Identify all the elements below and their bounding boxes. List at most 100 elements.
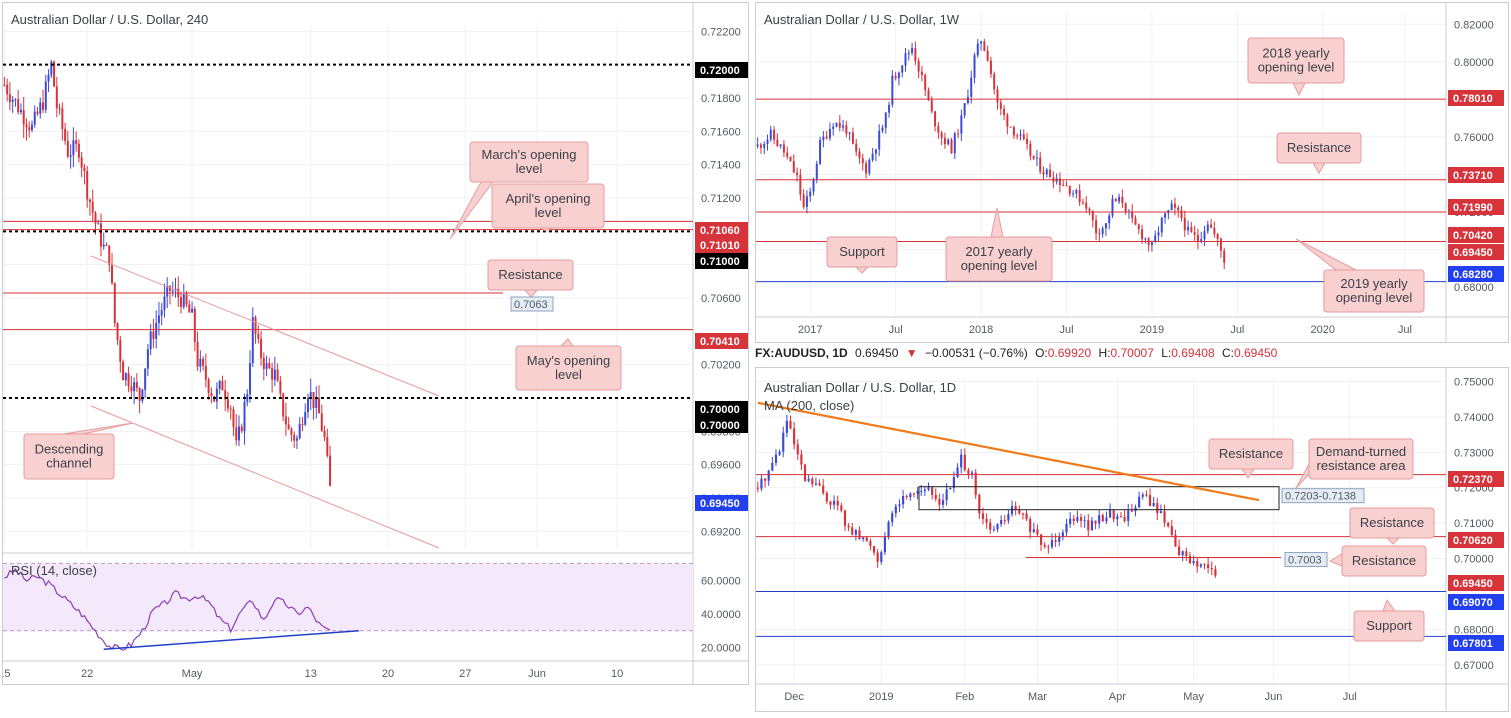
candle-body xyxy=(943,137,946,145)
candle xyxy=(981,507,985,525)
candle xyxy=(210,387,213,404)
price-tick-label: 0.71200 xyxy=(701,193,741,205)
candle-body xyxy=(295,438,298,441)
candle-body xyxy=(909,493,912,498)
candle xyxy=(843,509,847,531)
candle xyxy=(232,406,235,437)
candle-body xyxy=(75,140,78,144)
candle xyxy=(19,103,22,115)
candle-body xyxy=(1045,169,1048,175)
candle-body xyxy=(1087,520,1090,531)
daily-chart-panel[interactable]: 0.75000 0.74000 0.73000 0.72000 0.71000 0.700… xyxy=(755,367,1509,712)
candle-body xyxy=(1187,226,1190,231)
h4-level-7-label: 0.70000 xyxy=(700,420,740,432)
candle xyxy=(978,493,981,519)
candle-body xyxy=(309,392,312,398)
candle xyxy=(789,156,792,162)
time-tick-label: Jul xyxy=(1398,324,1412,336)
candle xyxy=(1124,202,1127,215)
candle-body xyxy=(974,472,977,495)
candle-body xyxy=(996,89,999,103)
candle-body xyxy=(1072,193,1075,195)
candle xyxy=(91,189,94,221)
candle xyxy=(1141,224,1144,245)
zone-label-7063: 0.7063 xyxy=(514,299,548,311)
candle-body xyxy=(102,244,105,247)
note-support-text: Support xyxy=(839,244,885,259)
candle xyxy=(282,392,285,422)
candle xyxy=(911,42,914,56)
candle-body xyxy=(786,152,789,157)
candle-body xyxy=(152,331,155,339)
time-tick-label: 15 xyxy=(3,668,11,680)
candle xyxy=(891,510,894,527)
candle-body xyxy=(1108,215,1111,224)
candle xyxy=(1009,126,1012,128)
candle-body xyxy=(1095,220,1098,234)
candle xyxy=(226,391,229,413)
candle-body xyxy=(1170,526,1173,535)
daily-chart[interactable]: 0.750000.740000.730000.720000.710000.700… xyxy=(756,368,1509,712)
candle xyxy=(99,213,102,257)
candle-body xyxy=(811,478,814,485)
candle-body xyxy=(273,369,276,380)
candle xyxy=(773,126,776,145)
candle xyxy=(909,492,912,501)
candle xyxy=(1065,180,1068,187)
candle xyxy=(897,71,900,86)
candle-body xyxy=(759,144,762,148)
candle xyxy=(64,122,67,145)
weekly-chart[interactable]: 0.820000.800000.760000.740000.720000.700… xyxy=(756,3,1509,343)
note-2017-yearly: 2017 yearly opening level xyxy=(945,207,1053,282)
candle-body xyxy=(937,126,940,133)
h4-chart[interactable]: 0.722000.718000.716000.714000.712000.708… xyxy=(3,3,749,685)
candle xyxy=(1003,104,1006,121)
candle xyxy=(204,353,207,388)
candle-body xyxy=(771,462,774,471)
candle-body xyxy=(191,308,194,313)
candle-body xyxy=(193,308,196,342)
candle xyxy=(916,486,919,500)
candle xyxy=(25,118,28,141)
candle xyxy=(983,38,986,52)
candle xyxy=(185,290,188,308)
note-2018-yearly-box xyxy=(1247,37,1345,84)
candle xyxy=(799,168,802,201)
w1-level-5-label: 0.68280 xyxy=(1453,269,1493,281)
candle xyxy=(1152,496,1155,507)
candle xyxy=(756,481,759,493)
candle xyxy=(829,500,832,510)
candle xyxy=(769,125,772,142)
candle-body xyxy=(39,102,42,114)
time-tick-label: 27 xyxy=(459,668,471,680)
candle xyxy=(941,493,945,509)
candle-body xyxy=(785,420,788,433)
w1-level-2-label: 0.71990 xyxy=(1453,202,1493,214)
candle xyxy=(807,474,810,483)
candle-body xyxy=(1081,202,1084,204)
candle xyxy=(1112,509,1115,523)
candle xyxy=(1219,237,1222,258)
candle xyxy=(326,428,329,458)
candle-body xyxy=(124,373,127,381)
candle-body xyxy=(1210,567,1213,570)
candle-body xyxy=(157,315,160,324)
candle xyxy=(1098,509,1101,529)
candle xyxy=(949,487,952,490)
candle-body xyxy=(1079,517,1083,521)
weekly-chart-panel[interactable]: 0.820000.800000.760000.740000.720000.700… xyxy=(755,2,1509,343)
price-tick-label: 0.80000 xyxy=(1454,57,1494,69)
note-resistance-pointer xyxy=(523,289,539,298)
candle-body xyxy=(171,290,174,292)
price-tick-label: 0.71400 xyxy=(701,160,741,172)
candle-body xyxy=(66,141,69,157)
price-tick-label: 0.70000 xyxy=(1454,554,1494,566)
candle xyxy=(1118,193,1121,204)
candle-body xyxy=(1213,227,1216,235)
candle-body xyxy=(1196,561,1199,567)
note-demand-turned-text: Demand-turned resistance area xyxy=(1316,444,1406,473)
candle-body xyxy=(805,196,808,207)
note-may-opening-box xyxy=(515,345,622,391)
h4-chart-panel[interactable]: 0.722000.718000.716000.714000.712000.708… xyxy=(2,2,749,685)
h4-level-8-tag xyxy=(695,495,748,511)
